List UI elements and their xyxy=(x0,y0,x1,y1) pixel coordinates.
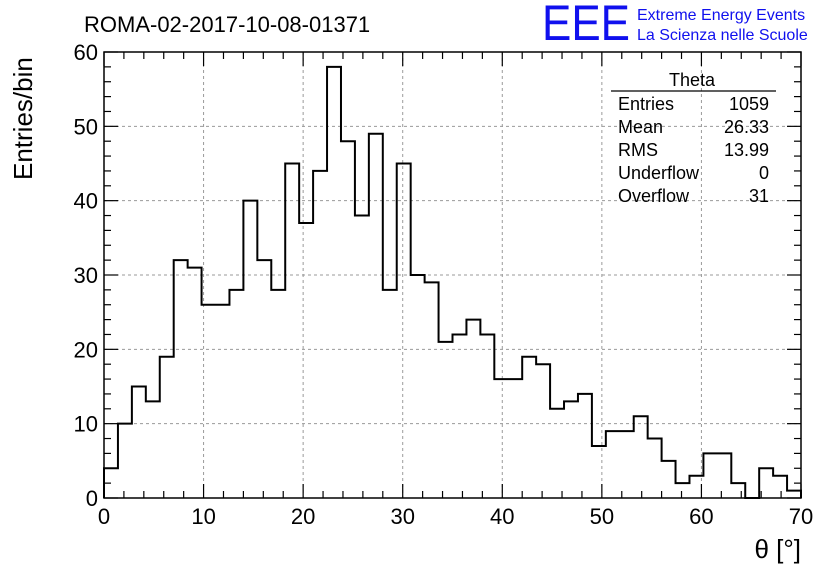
y-tick-label: 10 xyxy=(74,412,98,437)
y-tick-label: 30 xyxy=(74,263,98,288)
stats-value-underflow: 0 xyxy=(759,163,769,183)
stats-value-rms: 13.99 xyxy=(724,140,769,160)
y-tick-label: 50 xyxy=(74,114,98,139)
y-tick-label: 20 xyxy=(74,337,98,362)
x-tick-label: 60 xyxy=(689,504,713,529)
x-tick-label: 10 xyxy=(191,504,215,529)
eee-logo-letters: EEE xyxy=(542,0,630,51)
histogram-series xyxy=(103,65,802,499)
stats-label-underflow: Underflow xyxy=(618,163,700,183)
logo-line-2: La Scienza nelle Scuole xyxy=(637,27,808,44)
y-axis-title: Entries/bin xyxy=(8,57,38,180)
grid-lines xyxy=(104,52,801,498)
x-tick-label: 50 xyxy=(590,504,614,529)
x-tick-label: 0 xyxy=(98,504,110,529)
x-axis-title: θ [°] xyxy=(754,534,801,564)
x-tick-label: 20 xyxy=(291,504,315,529)
stats-label-overflow: Overflow xyxy=(618,186,690,206)
stats-value-overflow: 31 xyxy=(749,186,769,206)
y-tick-label: 0 xyxy=(86,486,98,511)
y-tick-label: 40 xyxy=(74,189,98,214)
stats-value-mean: 26.33 xyxy=(724,117,769,137)
y-tick-label: 60 xyxy=(74,40,98,65)
stats-box: Theta Entries 1059 Mean 26.33 RMS 13.99 … xyxy=(611,70,776,206)
chart-title: ROMA-02-2017-10-08-01371 xyxy=(84,12,370,37)
eee-logo: EEE Extreme Energy Events La Scienza nel… xyxy=(542,0,808,51)
x-tick-label: 40 xyxy=(490,504,514,529)
stats-label-rms: RMS xyxy=(618,140,658,160)
x-tick-labels: 0 10 20 30 40 50 60 70 xyxy=(98,504,813,529)
stats-label-mean: Mean xyxy=(618,117,663,137)
axis-ticks xyxy=(103,51,802,499)
stats-title: Theta xyxy=(669,70,716,90)
x-tick-label: 30 xyxy=(390,504,414,529)
x-tick-label: 70 xyxy=(789,504,813,529)
stats-value-entries: 1059 xyxy=(729,94,769,114)
y-tick-labels: 0 10 20 30 40 50 60 xyxy=(74,40,98,511)
logo-line-1: Extreme Energy Events xyxy=(637,7,805,24)
stats-label-entries: Entries xyxy=(618,94,674,114)
